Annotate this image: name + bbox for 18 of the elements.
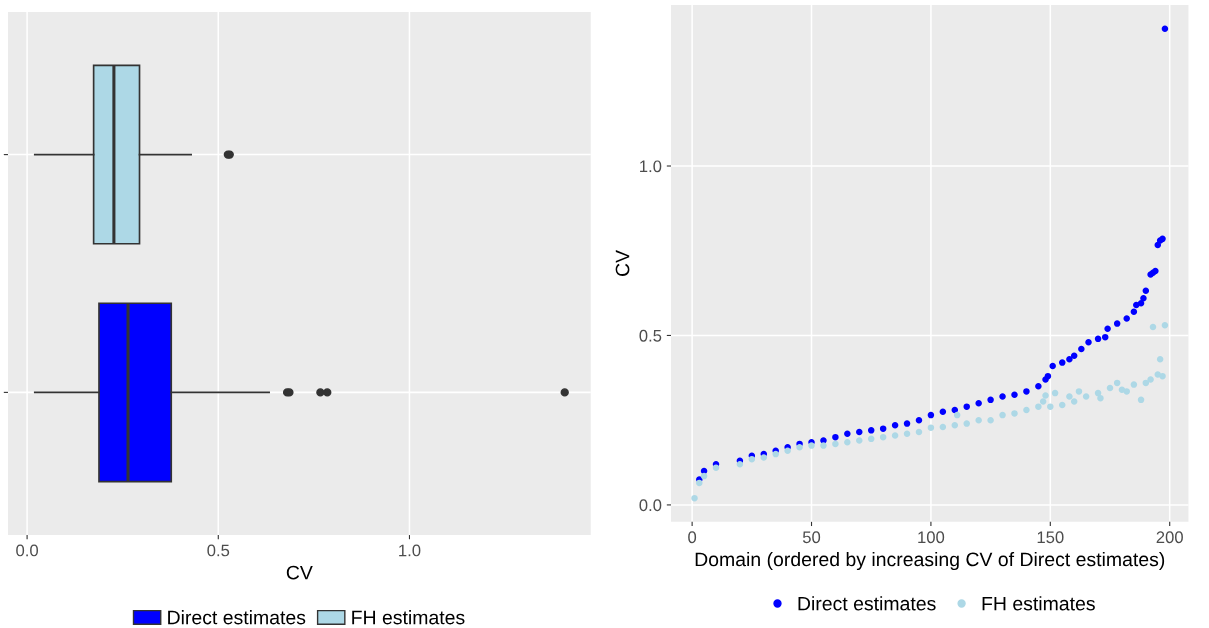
- x-tick-label: 1.0: [399, 544, 421, 557]
- x-axis-title: CV: [286, 565, 313, 580]
- y-tick-label: 0.0: [639, 499, 662, 512]
- x-tick-label: 0: [688, 531, 697, 544]
- legend-label: Direct estimates: [798, 596, 936, 611]
- y-axis-title: CV: [615, 250, 630, 276]
- x-axis-title: Domain (ordered by increasing CV of Direct estimates): [695, 551, 1165, 571]
- x-tick-label: 200: [1156, 531, 1183, 544]
- y-tick-label: 1.0: [640, 160, 662, 173]
- legend-label: FH estimates: [982, 596, 1095, 611]
- x-tick-label: 100: [918, 531, 945, 544]
- x-tick-label: 150: [1037, 531, 1064, 544]
- x-tick-label: 0.5: [207, 544, 230, 557]
- x-tick-label: 50: [802, 531, 821, 544]
- legend-label: FH estimates: [352, 610, 465, 625]
- y-tick-label: 0.5: [639, 329, 662, 342]
- legend-label: Direct estimates: [168, 610, 306, 625]
- x-tick-label: 0.0: [16, 544, 39, 557]
